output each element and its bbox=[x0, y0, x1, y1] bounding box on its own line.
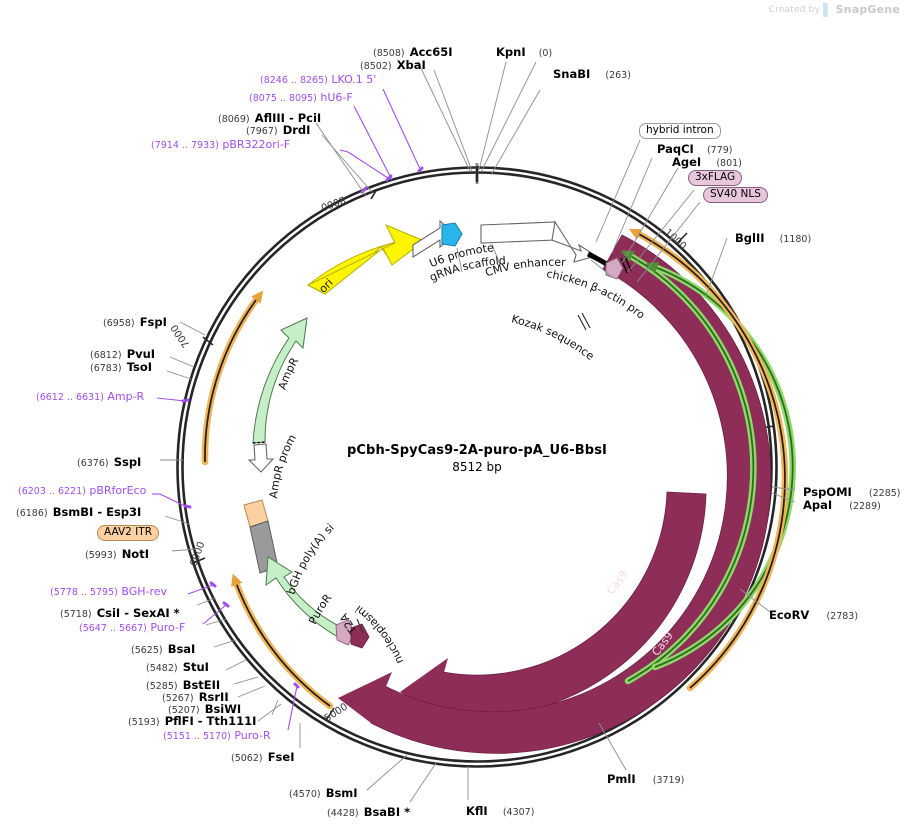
primer-label-puro-r[interactable]: (5151 .. 5170) Puro-R bbox=[163, 729, 271, 742]
enzyme-label-bstеii[interactable]: (5285) BstEII bbox=[146, 678, 221, 692]
feature-label-kozak-sequence: Kozak sequence bbox=[510, 312, 597, 363]
feature-grna-scaffold bbox=[441, 222, 463, 247]
enzyme-label-afliii-pcii[interactable]: (8069) AflIII - PciI bbox=[218, 111, 322, 125]
enzyme-label-pspomi[interactable]: PspOMI (2285) bbox=[803, 485, 901, 499]
tick-label-6000: 6000 bbox=[188, 540, 207, 568]
enzyme-label-paqci[interactable]: PaqCI (779) bbox=[657, 142, 733, 156]
enzyme-label-kpni[interactable]: KpnI (0) bbox=[496, 45, 553, 59]
feature-puror bbox=[265, 556, 339, 638]
feature-label-cas9-a: Cas9 bbox=[604, 568, 631, 597]
snapgene-logo-icon: ▌ bbox=[823, 2, 833, 17]
plasmid-name: pCbh-SpyCas9-2A-puro-pA_U6-BbsI bbox=[347, 443, 607, 458]
snapgene-watermark: Created by ▌ SnapGene bbox=[769, 3, 900, 16]
enzyme-label-snabi[interactable]: SnaBI (263) bbox=[553, 67, 631, 81]
enzyme-label-pvui[interactable]: (6812) PvuI bbox=[90, 347, 156, 361]
annotation-green-arrow bbox=[620, 250, 796, 685]
primer-leader-lines bbox=[152, 88, 421, 731]
feature-nucleoplasmin-nls bbox=[350, 618, 370, 649]
annotation-orange-arrow bbox=[201, 228, 789, 710]
watermark-prefix: Created by bbox=[768, 4, 821, 15]
feature-kozak-marks bbox=[577, 312, 591, 331]
enzyme-label-agei[interactable]: AgeI (801) bbox=[672, 155, 742, 169]
primer-label-pbrforeco[interactable]: (6203 .. 6221) pBRforEco bbox=[18, 484, 147, 497]
feature-ori bbox=[306, 224, 425, 295]
enzyme-label-pmli[interactable]: PmlI (3719) bbox=[607, 772, 685, 786]
enzyme-label-noti[interactable]: (5993) NotI bbox=[85, 547, 149, 561]
primer-label-puro-f[interactable]: (5647 .. 5667) Puro-F bbox=[79, 621, 186, 634]
primer-label-lko1-5prime[interactable]: (8246 .. 8265) LKO.1 5' bbox=[260, 73, 377, 86]
enzyme-label-bsai[interactable]: (5625) BsaI bbox=[131, 642, 196, 656]
plasmid-size: 8512 bp bbox=[452, 460, 502, 474]
badge-hybrid-intron[interactable]: hybrid intron bbox=[639, 123, 721, 139]
enzyme-label-sspi[interactable]: (6376) SspI bbox=[77, 455, 142, 469]
enzyme-label-pflfi-tth111i[interactable]: (5193) PflFI - Tth111I bbox=[128, 714, 257, 728]
badge-sv40-nls[interactable]: SV40 NLS bbox=[703, 187, 768, 203]
primer-label-amp-r[interactable]: (6612 .. 6631) Amp-R bbox=[36, 390, 145, 403]
enzyme-label-xbai[interactable]: (8502) XbaI bbox=[360, 58, 426, 72]
primer-label-hu6-f[interactable]: (8075 .. 8095) hU6-F bbox=[249, 91, 353, 104]
watermark-brand: SnapGene bbox=[835, 3, 900, 16]
plasmid-title-block: pCbh-SpyCas9-2A-puro-pA_U6-BbsI 8512 bp bbox=[327, 443, 627, 474]
enzyme-label-drdi[interactable]: (7967) DrdI bbox=[246, 123, 311, 137]
primer-ticks bbox=[181, 166, 424, 689]
enzyme-label-bsiwi[interactable]: (5207) BsiWI bbox=[168, 702, 242, 716]
feature-nls-flag-blocks bbox=[605, 255, 632, 280]
primer-label-pbr322ori-f[interactable]: (7914 .. 7933) pBR322ori-F bbox=[151, 138, 291, 151]
feature-chicken-bactin-promoter bbox=[551, 220, 598, 263]
enzyme-label-bglii[interactable]: BglII (1180) bbox=[735, 231, 812, 245]
tick-label-8000: 8000 bbox=[319, 193, 347, 212]
enzyme-label-fsei[interactable]: (5062) FseI bbox=[231, 750, 295, 764]
feature-label-ampr-promoter: AmpR promoter bbox=[0, 0, 299, 499]
feature-cmv-enhancer bbox=[480, 221, 556, 244]
enzyme-label-csii-sexai[interactable]: (5718) CsiI - SexAI * bbox=[60, 606, 180, 620]
badge-aav2-itr[interactable]: AAV2 ITR bbox=[97, 525, 159, 541]
enzyme-label-stui[interactable]: (5482) StuI bbox=[146, 660, 209, 674]
enzyme-label-acc65i[interactable]: (8508) Acc65I bbox=[373, 45, 453, 59]
enzyme-label-fspi[interactable]: (6958) FspI bbox=[103, 315, 167, 329]
feature-cas9-inner bbox=[338, 234, 772, 754]
enzyme-label-kfli[interactable]: KflI (4307) bbox=[466, 804, 535, 818]
enzyme-label-apai[interactable]: ApaI (2289) bbox=[803, 498, 881, 512]
badge-3xflag[interactable]: 3xFLAG bbox=[688, 170, 743, 186]
primer-label-bgh-rev[interactable]: (5778 .. 5795) BGH-rev bbox=[50, 585, 168, 598]
leader-lines bbox=[160, 61, 796, 803]
enzyme-label-bsabi[interactable]: (4428) BsaBI * bbox=[327, 805, 411, 819]
feature-ampr-promoter bbox=[247, 443, 275, 473]
enzyme-label-ecorv[interactable]: EcoRV (2783) bbox=[769, 608, 859, 622]
enzyme-label-bsmi[interactable]: (4570) BsmI bbox=[289, 786, 358, 800]
enzyme-label-bsmbi-esp3i[interactable]: (6186) BsmBI - Esp3I bbox=[16, 505, 142, 519]
feature-ampr bbox=[252, 317, 308, 444]
enzyme-label-tsoi[interactable]: (6783) TsoI bbox=[90, 360, 153, 374]
enzyme-label-rsrii[interactable]: (5267) RsrII bbox=[162, 690, 229, 704]
